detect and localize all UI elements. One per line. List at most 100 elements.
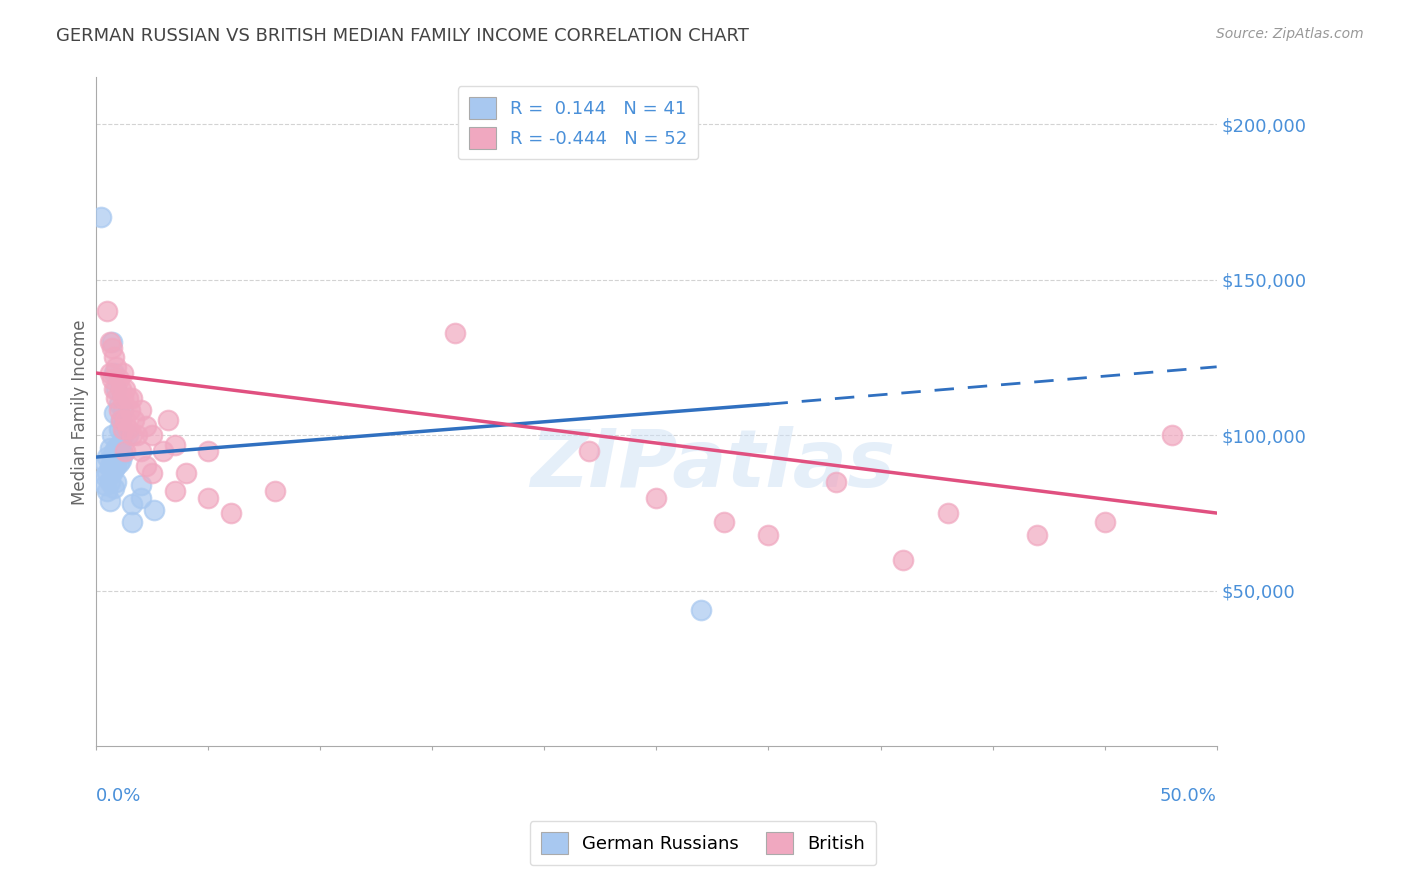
Point [152,443,174,458]
Text: ZIPatlas: ZIPatlas [530,426,896,505]
Point [105,391,128,405]
Point [121,391,143,405]
Point [94,468,117,483]
Point [124,413,146,427]
Legend: R =  0.144   N = 41, R = -0.444   N = 52: R = 0.144 N = 41, R = -0.444 N = 52 [458,87,699,160]
Point [117,391,139,405]
Point [112,447,135,461]
Point [107,397,129,411]
Point [94,478,117,492]
Point [114,382,136,396]
Point [103,382,125,396]
Point [96,450,118,464]
Point [103,443,125,458]
Point [1094,516,1116,530]
Point [103,481,125,495]
Point [143,503,166,517]
Point [114,443,136,458]
Point [758,528,780,542]
Point [690,602,713,616]
Point [107,372,129,386]
Y-axis label: Median Family Income: Median Family Income [72,319,89,505]
Point [110,437,132,451]
Point [103,351,125,365]
Point [107,456,129,470]
Text: 50.0%: 50.0% [1160,787,1216,805]
Point [101,450,124,464]
Point [134,419,156,434]
Point [105,382,128,396]
Text: 0.0%: 0.0% [96,787,142,805]
Point [141,466,163,480]
Point [98,475,121,489]
Point [129,443,152,458]
Text: Source: ZipAtlas.com: Source: ZipAtlas.com [1216,27,1364,41]
Point [1160,428,1182,442]
Point [112,391,135,405]
Point [118,403,141,417]
Point [103,366,125,380]
Point [98,366,121,380]
Point [101,334,124,349]
Point [103,407,125,421]
Point [98,441,121,455]
Point [117,428,139,442]
Point [98,334,121,349]
Point [112,366,135,380]
Point [129,491,152,505]
Point [101,466,124,480]
Point [112,403,135,417]
Point [96,484,118,499]
Point [129,403,152,417]
Point [156,413,179,427]
Point [117,422,139,436]
Point [163,437,186,451]
Point [98,459,121,474]
Point [125,428,148,442]
Point [713,516,735,530]
Point [443,326,465,340]
Text: GERMAN RUSSIAN VS BRITISH MEDIAN FAMILY INCOME CORRELATION CHART: GERMAN RUSSIAN VS BRITISH MEDIAN FAMILY … [56,27,749,45]
Point [1026,528,1049,542]
Point [105,475,128,489]
Point [197,443,219,458]
Point [264,484,287,499]
Point [110,413,132,427]
Point [174,466,197,480]
Point [101,341,124,355]
Point [90,211,112,225]
Point [110,413,132,427]
Point [141,428,163,442]
Point [110,382,132,396]
Point [105,459,128,474]
Point [114,413,136,427]
Point [121,516,143,530]
Point [107,422,129,436]
Point [98,493,121,508]
Point [936,506,959,520]
Point [645,491,668,505]
Point [891,553,914,567]
Point [578,443,600,458]
Legend: German Russians, British: German Russians, British [530,822,876,865]
Point [219,506,242,520]
Point [129,478,152,492]
Point [107,403,129,417]
Point [101,428,124,442]
Point [134,459,156,474]
Point [103,462,125,476]
Point [112,422,135,436]
Point [197,491,219,505]
Point [163,484,186,499]
Point [96,466,118,480]
Point [101,372,124,386]
Point [105,359,128,374]
Point [121,428,143,442]
Point [112,428,135,442]
Point [121,497,143,511]
Point [110,453,132,467]
Point [824,475,846,489]
Point [107,437,129,451]
Point [105,441,128,455]
Point [96,303,118,318]
